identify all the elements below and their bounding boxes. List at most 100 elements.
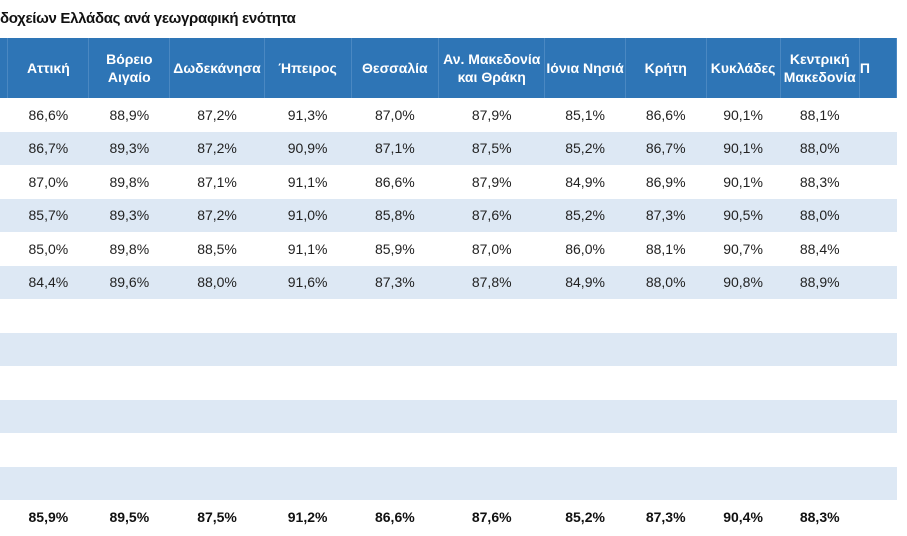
table-cell: 88,9% bbox=[780, 265, 860, 299]
row-label-cell bbox=[0, 98, 8, 132]
table-cell: 87,3% bbox=[645, 508, 686, 525]
table-cell: 86,9% bbox=[645, 173, 686, 190]
table-cell: 85,8% bbox=[351, 198, 439, 232]
column-header: Αττική bbox=[7, 38, 90, 98]
table-cell bbox=[859, 265, 897, 299]
table-cell bbox=[88, 399, 170, 433]
total-row: 85,9% 89,5% 87,5% 91,2% 86,6% 87,6% 85,2% 87,3%… bbox=[0, 500, 897, 534]
table-cell bbox=[625, 366, 706, 400]
table-cell bbox=[438, 466, 545, 500]
table-cell bbox=[780, 433, 859, 467]
table-cell bbox=[706, 433, 780, 467]
table-cell: 84,9% bbox=[544, 265, 626, 299]
table-cell: 87,3% bbox=[351, 265, 439, 299]
table-cell bbox=[89, 299, 170, 333]
row-label-cell bbox=[0, 299, 8, 333]
table-cell bbox=[170, 299, 264, 333]
table-cell bbox=[625, 299, 706, 333]
table-cell bbox=[545, 299, 626, 333]
table-cell: 85,9% bbox=[28, 508, 69, 525]
table-cell: 89,3% bbox=[88, 131, 170, 165]
table-cell bbox=[706, 466, 781, 500]
table-cell: 85,1% bbox=[565, 106, 605, 123]
table-cell bbox=[859, 198, 897, 232]
table-row: 85,7% 89,3% 87,2% 91,0% 85,8% 87,6% 85,2% 87,3%… bbox=[0, 198, 897, 232]
row-label-header bbox=[0, 38, 9, 98]
table-cell bbox=[8, 299, 89, 333]
table-cell: 87,6% bbox=[471, 508, 512, 525]
table-cell: 89,8% bbox=[109, 173, 150, 190]
table-cell: 90,4% bbox=[723, 508, 763, 525]
table-cell bbox=[439, 366, 545, 400]
table-cell bbox=[351, 433, 439, 467]
table-cell: 87,1% bbox=[351, 131, 439, 165]
table-cell: 86,7% bbox=[7, 131, 89, 165]
row-label-cell bbox=[0, 165, 8, 199]
table-cell bbox=[7, 466, 89, 500]
table-cell bbox=[859, 500, 896, 534]
table-cell bbox=[8, 366, 89, 400]
table-cell: 85,2% bbox=[544, 131, 626, 165]
table-row bbox=[0, 466, 897, 500]
column-header: Ήπειρος bbox=[264, 38, 352, 98]
table-row bbox=[0, 399, 897, 433]
table-cell: 88,1% bbox=[645, 240, 686, 257]
table-cell bbox=[89, 433, 170, 467]
table-cell bbox=[544, 332, 626, 366]
table-cell: 87,6% bbox=[438, 198, 545, 232]
table-row: 87,0% 89,8% 87,1% 91,1% 86,6% 87,9% 84,9% 86,9%… bbox=[0, 165, 897, 199]
column-header: Π bbox=[859, 38, 898, 98]
row-label-cell bbox=[0, 131, 8, 165]
table-cell: 87,0% bbox=[471, 240, 512, 257]
table-cell bbox=[859, 98, 896, 132]
table-cell bbox=[264, 299, 351, 333]
table-cell bbox=[438, 399, 545, 433]
table-cell bbox=[780, 399, 860, 433]
row-label-cell bbox=[0, 198, 8, 232]
table-row: 86,7% 89,3% 87,2% 90,9% 87,1% 87,5% 85,2% 86,7%… bbox=[0, 131, 897, 165]
table-cell bbox=[8, 433, 89, 467]
table-cell: 85,2% bbox=[544, 198, 626, 232]
table-cell bbox=[859, 165, 896, 199]
table-row bbox=[0, 433, 897, 467]
table-cell: 87,9% bbox=[471, 173, 512, 190]
table-cell: 85,9% bbox=[374, 240, 415, 257]
table-cell: 88,0% bbox=[169, 265, 265, 299]
table-cell bbox=[351, 332, 439, 366]
table-cell bbox=[625, 466, 707, 500]
table-cell: 89,3% bbox=[88, 198, 170, 232]
table-cell bbox=[706, 366, 780, 400]
table-cell bbox=[780, 466, 860, 500]
table-cell bbox=[351, 366, 439, 400]
table-cell bbox=[351, 399, 439, 433]
table-row: 84,4% 89,6% 88,0% 91,6% 87,3% 87,8% 84,9% 88,0%… bbox=[0, 265, 897, 299]
table-cell: 87,9% bbox=[471, 106, 512, 123]
table-cell bbox=[264, 332, 352, 366]
table-cell: 88,3% bbox=[799, 508, 840, 525]
table-cell bbox=[88, 466, 170, 500]
table-cell bbox=[351, 299, 439, 333]
table-cell bbox=[439, 299, 545, 333]
table-cell: 84,9% bbox=[565, 173, 605, 190]
table-cell: 88,0% bbox=[780, 198, 860, 232]
table-cell bbox=[706, 332, 781, 366]
table-cell: 91,1% bbox=[287, 240, 328, 257]
table-cell: 88,4% bbox=[799, 240, 840, 257]
table-cell: 88,0% bbox=[780, 131, 860, 165]
table-cell bbox=[264, 466, 352, 500]
table-cell bbox=[625, 433, 706, 467]
table-cell: 88,9% bbox=[109, 106, 150, 123]
table-cell bbox=[859, 433, 896, 467]
table-cell: 86,6% bbox=[374, 508, 415, 525]
table-cell: 87,5% bbox=[438, 131, 545, 165]
table-cell: 90,1% bbox=[723, 106, 763, 123]
occupancy-table: Αττική Βόρειο Αιγαίο Δωδεκάνησα Ήπειρος Θεσσ… bbox=[0, 38, 898, 534]
table-cell bbox=[859, 399, 897, 433]
table-cell: 88,5% bbox=[197, 240, 237, 257]
row-label-cell bbox=[0, 466, 8, 500]
table-cell bbox=[170, 366, 264, 400]
row-label-cell bbox=[0, 433, 8, 467]
row-label-cell bbox=[0, 332, 8, 366]
table-row: 86,6% 88,9% 87,2% 91,3% 87,0% 87,9% 85,1% 86,6%… bbox=[0, 98, 897, 132]
table-row bbox=[0, 332, 897, 366]
